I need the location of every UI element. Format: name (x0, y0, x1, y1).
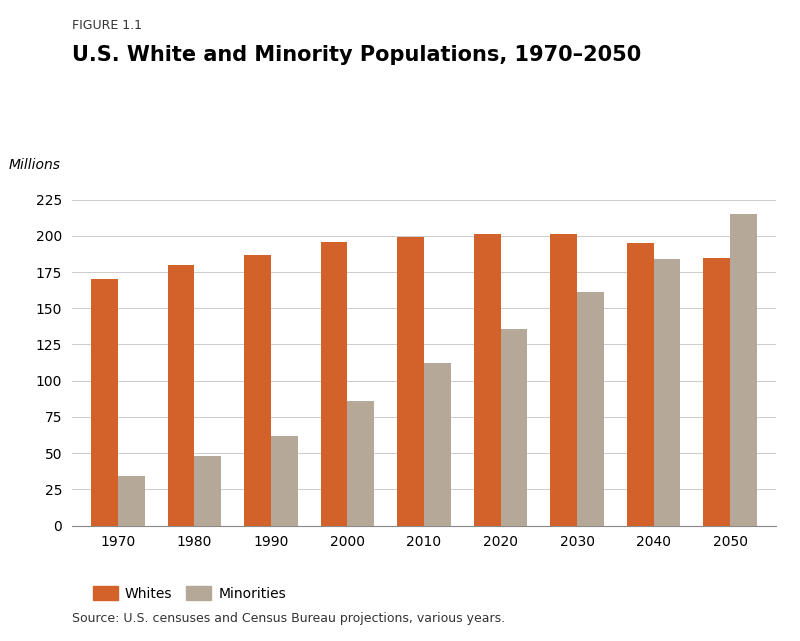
Bar (398, 237, 424, 526)
Bar (271, 436, 298, 526)
Bar (168, 265, 194, 526)
Text: FIGURE 1.1: FIGURE 1.1 (72, 19, 142, 32)
Bar (118, 476, 145, 526)
Bar (424, 363, 450, 526)
Bar (321, 242, 347, 526)
Legend: Whites, Minorities: Whites, Minorities (93, 586, 286, 601)
Bar (577, 292, 604, 526)
Bar (194, 456, 222, 526)
Bar (626, 243, 654, 526)
Bar (730, 214, 757, 526)
Bar (550, 235, 577, 526)
Text: Source: U.S. censuses and Census Bureau projections, various years.: Source: U.S. censuses and Census Bureau … (72, 612, 505, 625)
Text: Millions: Millions (9, 158, 61, 172)
Bar (347, 401, 374, 526)
Text: U.S. White and Minority Populations, 1970–2050: U.S. White and Minority Populations, 197… (72, 45, 642, 65)
Bar (703, 258, 730, 526)
Bar (501, 329, 527, 526)
Bar (654, 259, 680, 526)
Bar (91, 279, 118, 526)
Bar (244, 254, 271, 526)
Bar (474, 235, 501, 526)
